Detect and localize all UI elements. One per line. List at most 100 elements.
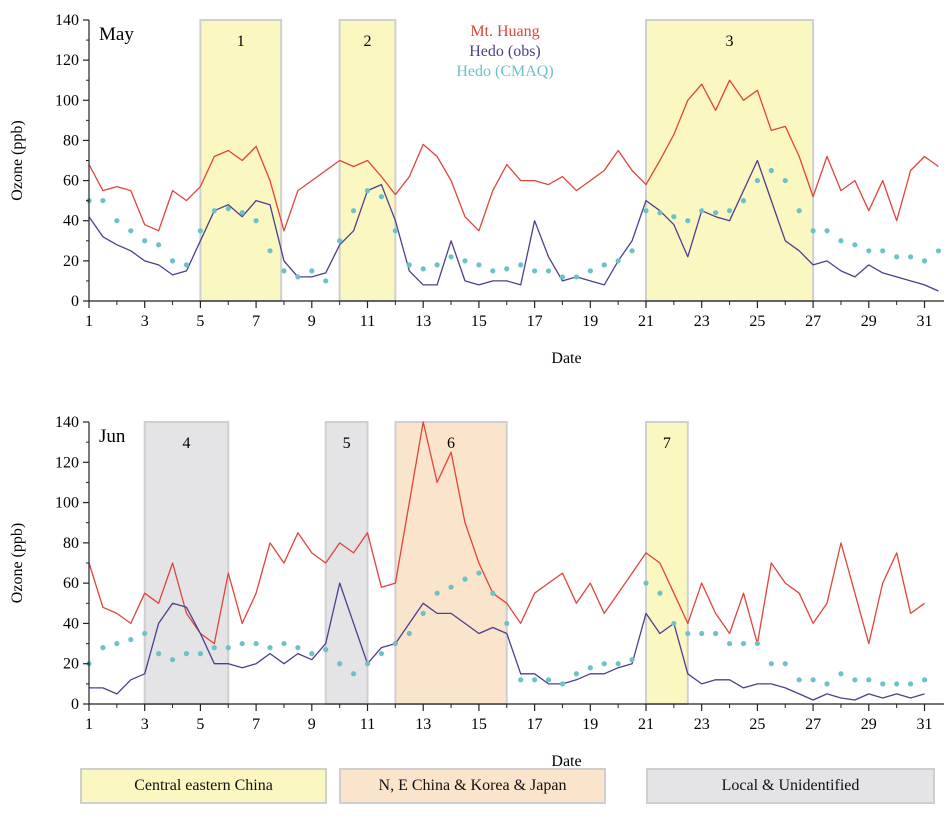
data-point-hedo-cmaq <box>866 677 872 683</box>
y-tick-label: 20 <box>63 253 79 270</box>
y-tick-label: 140 <box>55 12 79 29</box>
data-point-hedo-cmaq <box>337 661 343 667</box>
data-point-hedo-cmaq <box>629 248 635 254</box>
data-point-hedo-cmaq <box>629 657 635 663</box>
x-tick-label: 15 <box>471 313 487 330</box>
data-point-hedo-cmaq <box>281 268 287 274</box>
x-tick-label: 13 <box>415 716 431 733</box>
data-point-hedo-cmaq <box>907 254 914 260</box>
data-point-hedo-cmaq <box>490 590 496 596</box>
x-tick-label: 1 <box>85 716 93 733</box>
data-point-hedo-cmaq <box>142 238 148 244</box>
x-tick-label: 31 <box>917 313 933 330</box>
data-point-hedo-cmaq <box>894 681 900 687</box>
x-tick-label: 27 <box>805 313 821 330</box>
x-tick-label: 21 <box>638 313 654 330</box>
data-point-hedo-cmaq <box>768 661 774 667</box>
data-point-hedo-cmaq <box>671 214 677 220</box>
data-point-hedo-cmaq <box>643 208 649 214</box>
data-point-hedo-cmaq <box>740 640 747 647</box>
x-tick-label: 23 <box>694 716 710 733</box>
data-point-hedo-cmaq <box>295 645 301 651</box>
data-point-hedo-cmaq <box>378 651 385 657</box>
data-point-hedo-cmaq <box>852 242 858 248</box>
data-point-hedo-cmaq <box>615 661 621 667</box>
episode-label-2: 2 <box>364 33 372 50</box>
legend-korea-label: N, E China & Korea & Japan <box>378 777 567 794</box>
data-point-hedo-cmaq <box>643 580 649 586</box>
data-point-hedo-cmaq <box>434 590 440 596</box>
data-point-hedo-cmaq <box>559 681 566 687</box>
data-point-hedo-cmaq <box>894 254 900 260</box>
data-point-hedo-cmaq <box>267 645 273 651</box>
data-point-hedo-cmaq <box>225 206 231 212</box>
data-point-hedo-cmaq <box>100 645 106 651</box>
series-line-hedo-obs <box>89 582 925 701</box>
data-point-hedo-cmaq <box>518 677 524 683</box>
legend-local-label: Local & Unidentified <box>721 777 860 794</box>
data-point-hedo-cmaq <box>364 188 371 194</box>
legend-entry: Hedo (obs) <box>469 43 541 60</box>
data-point-hedo-cmaq <box>281 640 287 647</box>
data-point-hedo-cmaq <box>392 640 398 647</box>
episode-box-6 <box>394 421 508 705</box>
data-point-hedo-cmaq <box>545 268 552 274</box>
data-point-hedo-cmaq <box>532 677 538 683</box>
x-tick-label: 7 <box>252 716 260 733</box>
data-point-hedo-cmaq <box>726 640 733 647</box>
episode-box-5 <box>324 421 369 705</box>
data-point-hedo-cmaq <box>239 640 245 647</box>
data-point-hedo-cmaq <box>518 262 524 268</box>
data-point-hedo-cmaq <box>545 677 552 683</box>
legend-central-eastern-china: Central eastern China <box>80 768 327 804</box>
episode-label-6: 6 <box>447 435 455 452</box>
panel-label: May <box>99 24 134 45</box>
x-tick-label: 1 <box>85 313 93 330</box>
y-tick-label: 120 <box>55 454 79 471</box>
x-tick-label: 27 <box>805 716 821 733</box>
data-point-hedo-cmaq <box>434 262 440 268</box>
data-point-hedo-cmaq <box>309 268 315 274</box>
data-point-hedo-cmaq <box>921 677 928 683</box>
legend-entry: Hedo (CMAQ) <box>456 63 553 80</box>
data-point-hedo-cmaq <box>253 640 259 647</box>
y-tick-label: 100 <box>55 495 79 512</box>
data-point-hedo-cmaq <box>128 636 134 643</box>
data-point-hedo-cmaq <box>323 647 329 653</box>
episode-box-3 <box>645 19 815 302</box>
data-point-hedo-cmaq <box>852 677 858 683</box>
episode-label-4: 4 <box>182 435 190 452</box>
data-point-hedo-cmaq <box>337 238 343 244</box>
y-tick-label: 0 <box>71 696 79 713</box>
y-tick-label: 120 <box>55 52 79 69</box>
data-point-hedo-cmaq <box>142 630 148 637</box>
data-point-hedo-cmaq <box>573 274 579 280</box>
data-point-hedo-cmaq <box>239 210 245 216</box>
y-tick-label: 100 <box>55 92 79 109</box>
data-point-hedo-cmaq <box>420 610 426 616</box>
y-axis-label: Ozone (ppb) <box>9 523 26 603</box>
data-point-hedo-cmaq <box>309 651 315 657</box>
data-point-hedo-cmaq <box>323 278 329 284</box>
data-point-hedo-cmaq <box>740 198 747 204</box>
data-point-hedo-cmaq <box>810 228 816 234</box>
x-axis-label: Date <box>551 753 581 770</box>
data-point-hedo-cmaq <box>197 651 204 657</box>
episode-label-5: 5 <box>343 435 351 452</box>
data-point-hedo-cmaq <box>713 630 719 637</box>
x-tick-label: 5 <box>196 716 204 733</box>
data-point-hedo-cmaq <box>907 681 914 687</box>
data-point-hedo-cmaq <box>100 198 106 204</box>
data-point-hedo-cmaq <box>824 228 830 234</box>
x-tick-label: 19 <box>582 313 598 330</box>
data-point-hedo-cmaq <box>406 262 412 268</box>
data-point-hedo-cmaq <box>587 665 593 671</box>
data-point-hedo-cmaq <box>559 274 566 280</box>
data-point-hedo-cmaq <box>685 630 691 637</box>
data-point-hedo-cmaq <box>448 254 454 260</box>
series-line-mt-huang <box>88 421 925 645</box>
legend-korea-japan: N, E China & Korea & Japan <box>339 768 606 804</box>
y-tick-label: 40 <box>63 213 79 230</box>
episode-label-7: 7 <box>663 435 671 452</box>
